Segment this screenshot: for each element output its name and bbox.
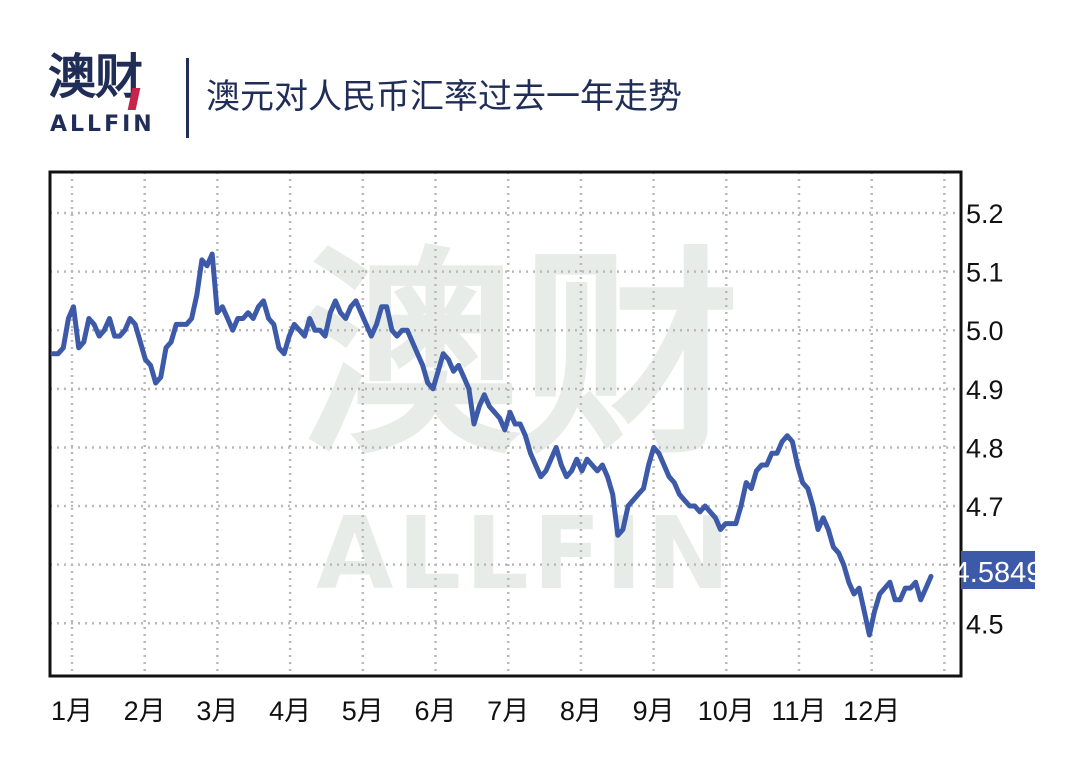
x-axis-ticks: 1月 2月 3月 4月 5月 6月 7月 8月 9月 10月 11月 12月 (51, 696, 900, 726)
y-tick-label: 4.5 (966, 609, 1004, 639)
y-tick-label: 5.1 (966, 258, 1004, 288)
x-tick-label: 5月 (342, 696, 384, 726)
chart-grid (50, 172, 961, 676)
plot-frame (48, 170, 963, 678)
brand-logo-cn: 澳财 (48, 49, 143, 105)
x-tick-label: 3月 (196, 696, 238, 726)
x-tick-label: 6月 (414, 696, 456, 726)
last-value-label: 4.5849 (954, 551, 1043, 589)
chart-header: 澳财 ALLFIN 澳元对人民币汇率过去一年走势 (0, 0, 1080, 150)
header-divider (186, 58, 189, 138)
y-tick-label: 4.9 (966, 375, 1004, 405)
x-tick-label: 2月 (124, 696, 166, 726)
x-tick-label: 10月 (698, 696, 755, 726)
y-tick-label: 4.8 (966, 433, 1004, 463)
y-tick-label: 5.0 (966, 316, 1004, 346)
y-tick-label: 5.2 (966, 199, 1004, 229)
watermark-cn: 澳财 (300, 228, 740, 484)
x-tick-label: 12月 (843, 696, 900, 726)
brand-logo-en: ALLFIN (50, 112, 155, 137)
y-tick-label: 4.7 (966, 492, 1004, 522)
x-tick-label: 11月 (771, 696, 826, 726)
chart-title: 澳元对人民币汇率过去一年走势 (206, 77, 682, 117)
watermark: 澳财 ALLFIN (300, 228, 740, 612)
x-tick-label: 1月 (51, 696, 93, 726)
x-tick-label: 9月 (633, 696, 675, 726)
watermark-en: ALLFIN (316, 495, 734, 612)
series-line (50, 251, 934, 638)
last-value-text: 4.5849 (954, 557, 1043, 589)
x-tick-label: 4月 (269, 696, 311, 726)
x-tick-label: 7月 (487, 696, 529, 726)
x-tick-label: 8月 (560, 696, 602, 726)
